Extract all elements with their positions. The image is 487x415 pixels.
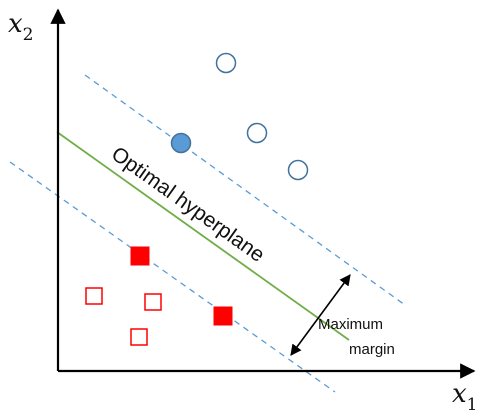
upper-margin-line (84, 74, 406, 306)
circle-point (287, 159, 309, 181)
circle-point (246, 122, 268, 144)
margin-arrow (290, 274, 351, 356)
square-point (144, 293, 162, 311)
square-point-support-vector (130, 246, 150, 266)
square-point (130, 328, 148, 346)
margin-label-line1: Maximum (318, 316, 383, 333)
margin-label-line2: margin (349, 341, 395, 358)
y-axis-label: x2 (8, 9, 34, 45)
circle-point-support-vector (170, 132, 192, 154)
square-point-support-vector (213, 306, 233, 326)
circle-point (215, 52, 237, 74)
x-axis-label: x1 (452, 379, 478, 415)
square-point (85, 287, 103, 305)
lower-margin-line (9, 161, 336, 393)
